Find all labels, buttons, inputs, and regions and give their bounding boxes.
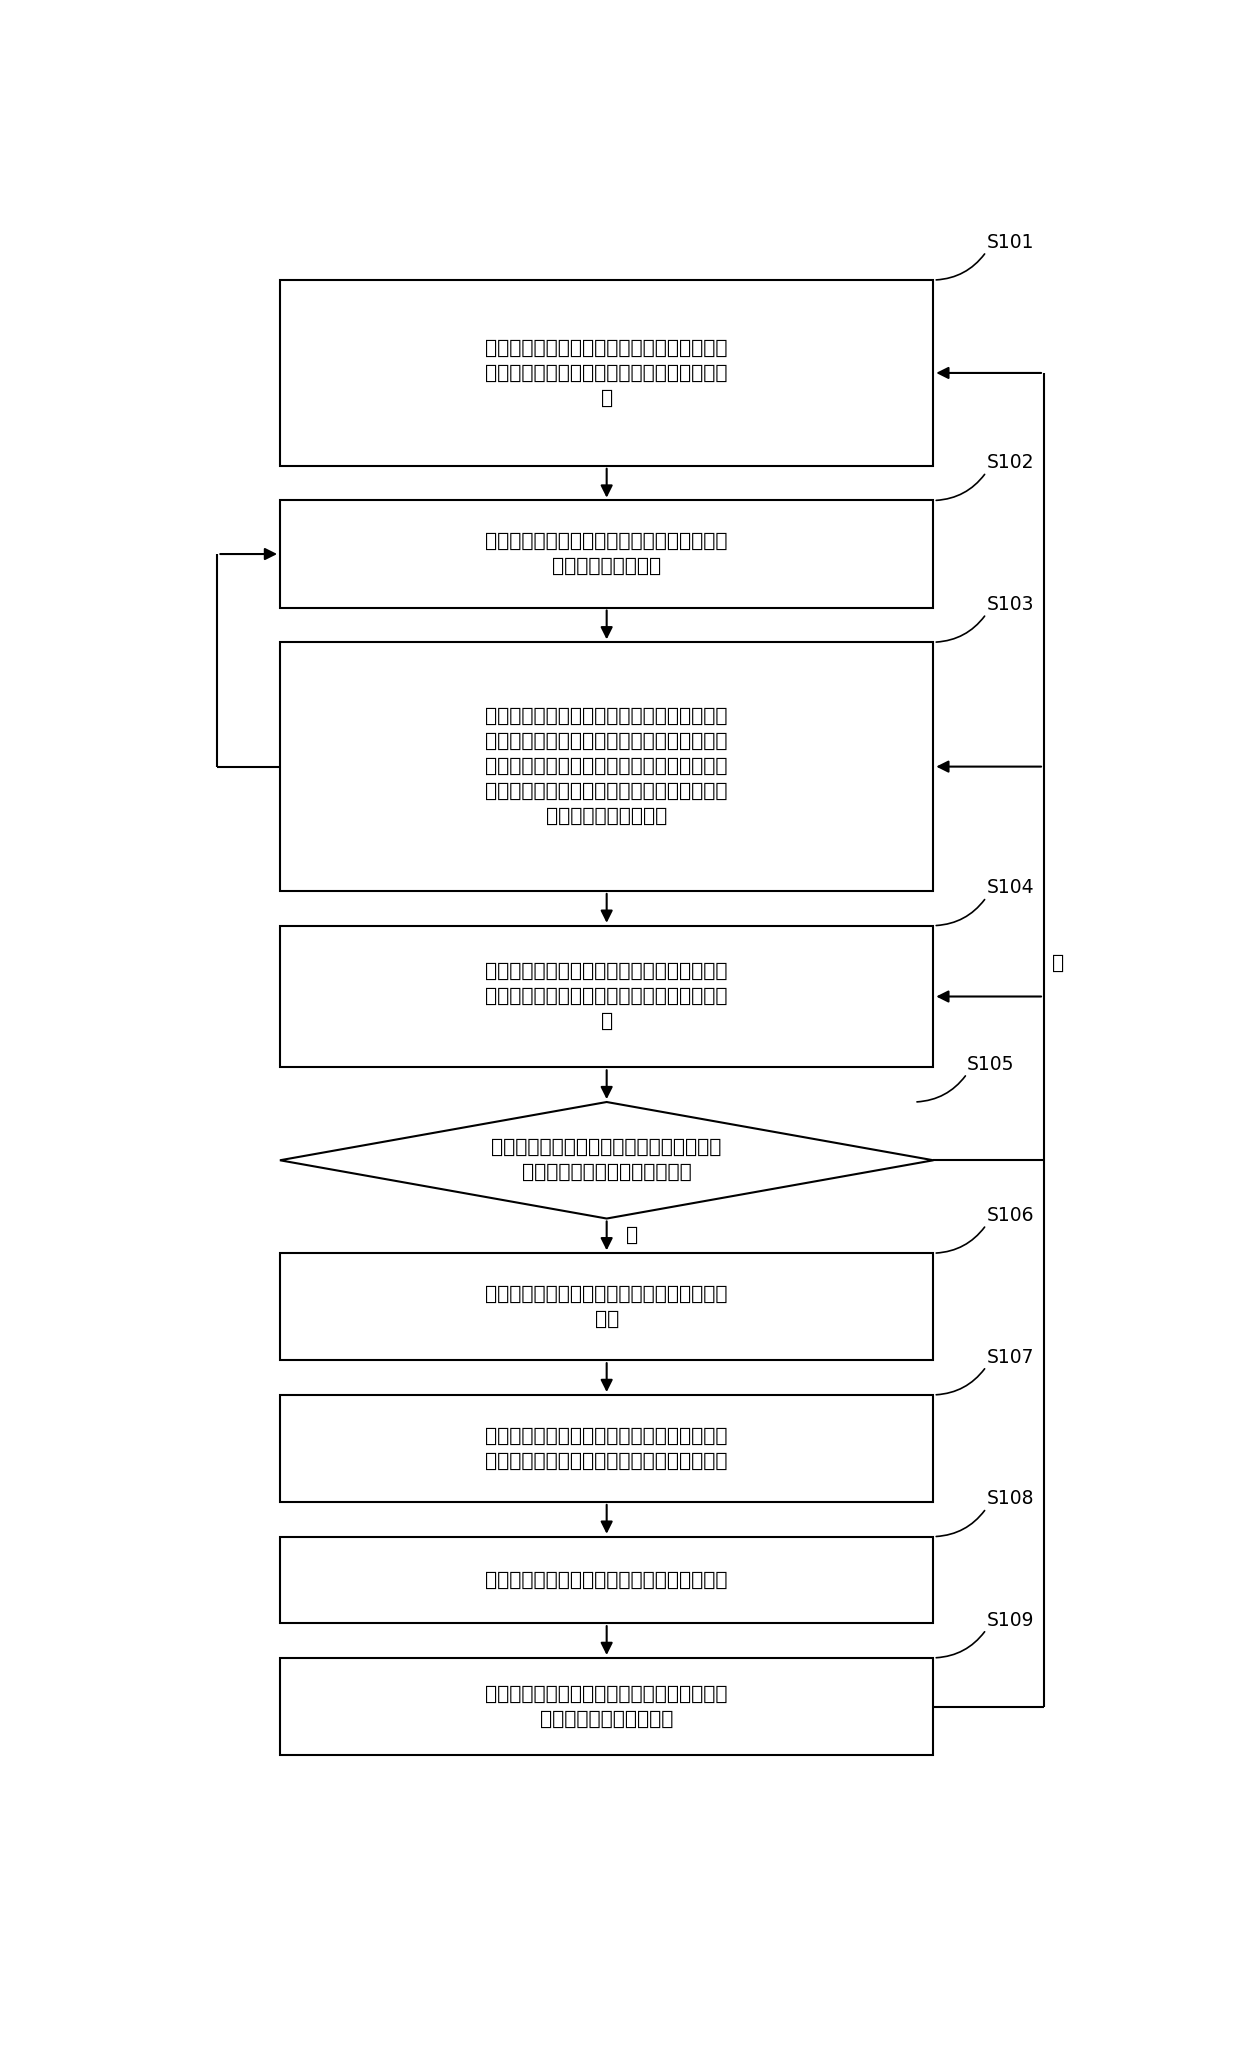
Bar [280,1658,934,1755]
Text: 否: 否 [1052,953,1064,973]
Text: 当所述强度小于第一预设阈值时，控制所述采
集模块运行在节能模式下，并控制所述采集模
块以所述节能模式对应的第二采集频率测量预
设的人体位置的肌电信号，所述第二采: 当所述强度小于第一预设阈值时，控制所述采 集模块运行在节能模式下，并控制所述采集… [485,708,728,826]
Bar [280,280,934,466]
Text: S109: S109 [986,1611,1034,1630]
Bar [280,1536,934,1624]
Bar [280,501,934,607]
Text: 所述肌电信号存储列表在当前时刻之前的第
一预设时长内是否出现持续更新: 所述肌电信号存储列表在当前时刻之前的第 一预设时长内是否出现持续更新 [491,1139,722,1182]
Text: 获取所述第一预设时长内肌电信号的强度变化
趋势: 获取所述第一预设时长内肌电信号的强度变化 趋势 [485,1284,728,1329]
Text: S103: S103 [986,595,1034,613]
Text: 确定所述强度变化幅值对应的采集频率减小量: 确定所述强度变化幅值对应的采集频率减小量 [485,1571,728,1589]
Text: S104: S104 [986,877,1034,898]
Text: 获取所述肌电信号的强度，并判断所述强度是
否小于第一预设阈值: 获取所述肌电信号的强度，并判断所述强度是 否小于第一预设阈值 [485,532,728,577]
Text: 是: 是 [626,1227,639,1245]
Bar [280,926,934,1067]
Text: S105: S105 [967,1055,1014,1074]
Text: S102: S102 [986,454,1034,472]
Text: S107: S107 [986,1348,1034,1366]
Bar [280,1395,934,1501]
Text: S108: S108 [986,1489,1034,1509]
Text: 当所述强度变化趋势为强度持续变小时，获取
所述第一预设时长内肌电信号的强度变化幅值: 当所述强度变化趋势为强度持续变小时，获取 所述第一预设时长内肌电信号的强度变化幅… [485,1427,728,1470]
Text: 当所述强度大于或等于第一预设阈值时，对所
述肌电信号进行保存，以更新肌电信号存储列
表: 当所述强度大于或等于第一预设阈值时，对所 述肌电信号进行保存，以更新肌电信号存储… [485,961,728,1031]
Text: S101: S101 [986,233,1034,252]
Text: S106: S106 [986,1207,1034,1225]
Bar [280,1254,934,1360]
Polygon shape [280,1102,934,1219]
Text: 控制可穿戴装置中的采集模块以正常模式对应
的第一采集频率测量预设的人体位置的肌电信
号: 控制可穿戴装置中的采集模块以正常模式对应 的第一采集频率测量预设的人体位置的肌电… [485,337,728,407]
Bar [280,642,934,892]
Text: 控制所述采集模块以调整后的采集频率测量预
设的人体位置的肌电信号: 控制所述采集模块以调整后的采集频率测量预 设的人体位置的肌电信号 [485,1685,728,1728]
